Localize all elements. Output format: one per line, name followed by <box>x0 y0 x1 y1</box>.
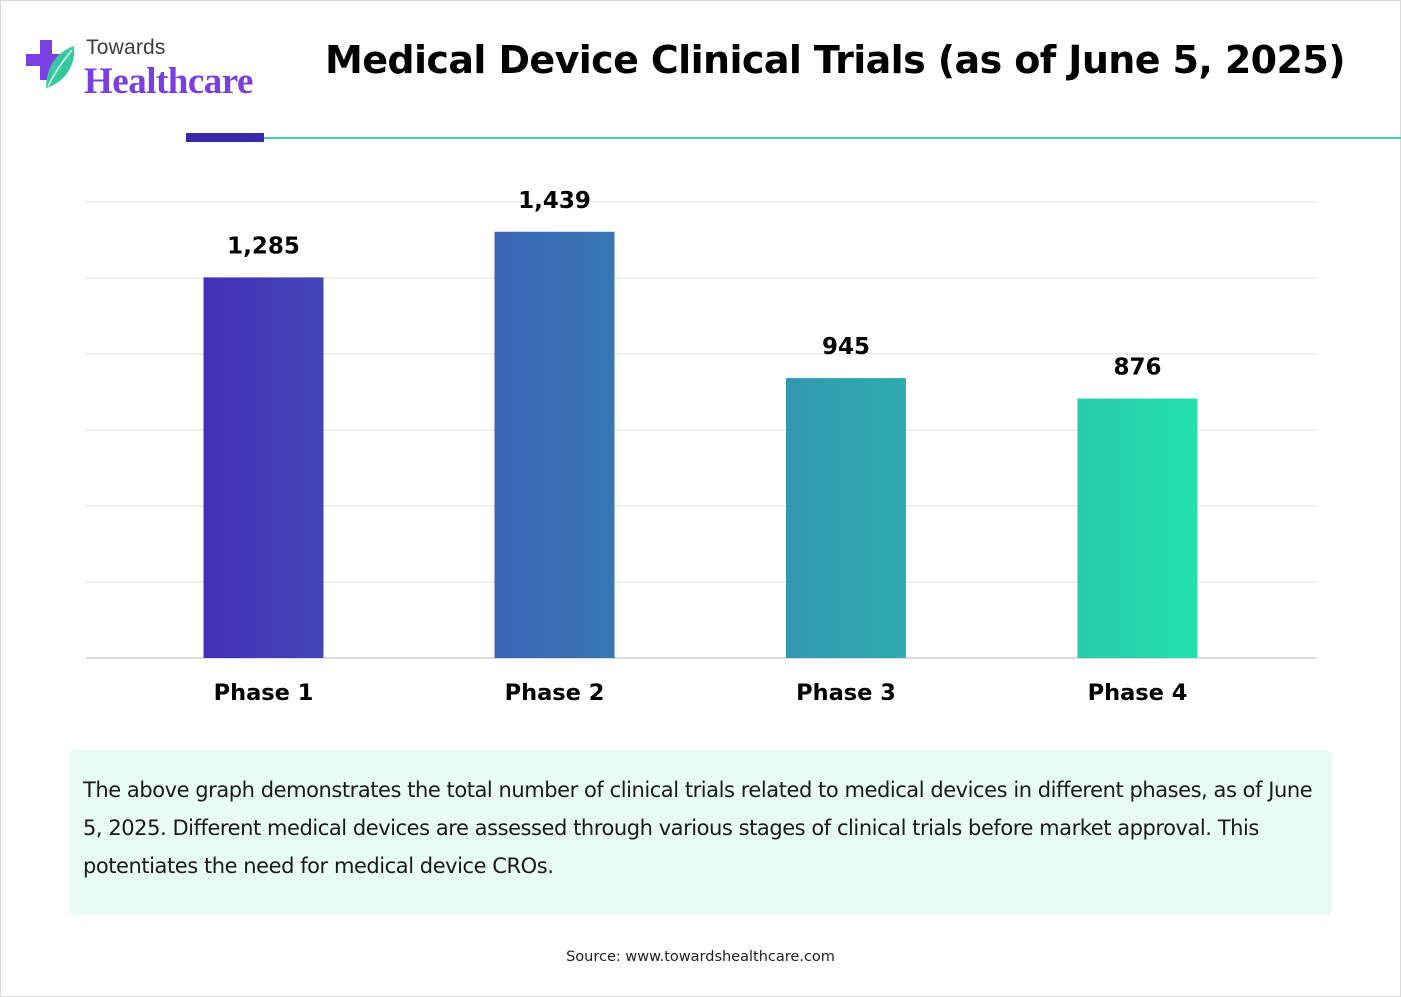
bar-phase-3 <box>786 378 906 658</box>
category-label: Phase 2 <box>505 680 605 706</box>
category-label: Phase 4 <box>1088 680 1188 706</box>
brand-logo: Towards Healthcare <box>26 36 266 106</box>
value-label: 876 <box>1113 355 1161 381</box>
logo-wordmark-healthcare: Healthcare <box>84 61 253 102</box>
bars <box>203 231 1198 659</box>
medical-cross-leaf-icon <box>26 40 75 88</box>
value-labels: 1,285 1,439 945 876 <box>227 188 1161 381</box>
category-label: Phase 3 <box>796 680 896 706</box>
bar-phase-4 <box>1077 398 1198 658</box>
value-label: 945 <box>822 334 870 360</box>
title-underline <box>264 137 1401 139</box>
bar-phase-2 <box>494 231 615 659</box>
category-label: Phase 1 <box>214 680 314 706</box>
category-labels: Phase 1 Phase 2 Phase 3 Phase 4 <box>214 680 1188 706</box>
value-label: 1,439 <box>518 188 591 214</box>
description-box: The above graph demonstrates the total n… <box>69 750 1332 915</box>
logo-wordmark-towards: Towards <box>86 36 166 59</box>
source-credit: Source: www.towardshealthcare.com <box>566 949 835 965</box>
value-label: 1,285 <box>227 233 300 259</box>
chart-title: Medical Device Clinical Trials (as of Ju… <box>325 38 1346 82</box>
bar-phase-1 <box>203 277 324 658</box>
description-text: The above graph demonstrates the total n… <box>83 778 1313 878</box>
title-underline-accent <box>186 133 264 142</box>
